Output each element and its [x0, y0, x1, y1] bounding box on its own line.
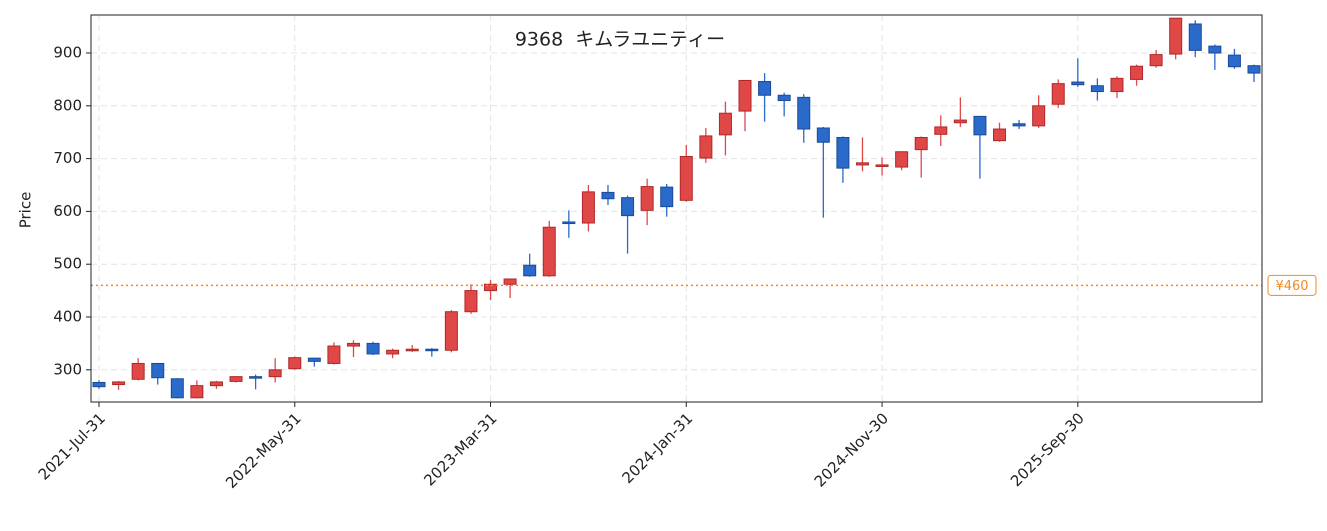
candle-body [1227, 54, 1241, 68]
candle-body [973, 115, 987, 136]
candle-body [131, 362, 145, 380]
chart-title: 9368 キムラユニティー [515, 29, 725, 51]
candle-body [797, 96, 811, 130]
candle-body [777, 94, 791, 102]
y-tick-label: 600 [53, 202, 82, 220]
candle-body [953, 119, 967, 124]
candle-body [1130, 65, 1144, 80]
y-tick-label: 500 [53, 255, 82, 273]
candle-body [307, 357, 321, 362]
candle-body [640, 186, 654, 211]
candle-body [660, 186, 674, 208]
candle-body [738, 79, 752, 112]
candle-body [836, 136, 850, 169]
y-axis-label: Price [17, 192, 35, 229]
candle-body [621, 197, 635, 217]
candle-body [1110, 77, 1124, 93]
candle-body [229, 376, 243, 382]
y-tick-label: 400 [53, 307, 82, 325]
candle-body [170, 378, 184, 399]
candle-body [346, 342, 360, 347]
candle-body [895, 151, 909, 168]
y-tick-label: 300 [53, 360, 82, 378]
candle-body [914, 136, 928, 151]
candle-body [816, 127, 830, 143]
candle-body [112, 381, 126, 386]
candle-body [601, 191, 615, 200]
candle-body [1090, 85, 1104, 93]
candle-body [679, 155, 693, 201]
candle-body [699, 135, 713, 159]
candle-body [268, 369, 282, 378]
candle-body [581, 191, 595, 224]
candle-body [92, 381, 106, 388]
candle-body [288, 357, 302, 370]
candle-body [190, 385, 204, 399]
candle-body [425, 348, 439, 352]
candle-body [249, 376, 263, 379]
candle-body [562, 221, 576, 225]
candle-body [386, 349, 400, 355]
candle-body [444, 311, 458, 351]
candle-body [464, 290, 478, 313]
reference-label: ¥460 [1275, 279, 1308, 294]
candle-body [1051, 83, 1065, 105]
x-tick-label: 2024-Nov-30 [811, 409, 892, 490]
candle-body [934, 126, 948, 135]
x-tick-label: 2022-May-31 [222, 409, 305, 492]
candle-body [484, 283, 498, 292]
plot-frame [90, 14, 1263, 403]
y-tick-label: 700 [53, 149, 82, 167]
candle-body [993, 128, 1007, 142]
x-tick-label: 2023-Mar-31 [420, 409, 500, 489]
candle-body [327, 345, 341, 364]
candle-body [1169, 17, 1183, 55]
candle-body [1032, 105, 1046, 127]
candle-body [758, 81, 772, 96]
candle-body [875, 164, 889, 167]
y-tick-label: 900 [53, 44, 82, 62]
candle-body [1188, 23, 1202, 51]
candle-body [718, 112, 732, 136]
x-tick-label: 2024-Jan-31 [618, 409, 696, 487]
candle-body [209, 381, 223, 387]
candle-body [503, 278, 517, 285]
candle-body [523, 264, 537, 277]
candle-body [1208, 45, 1222, 54]
candle-body [405, 348, 419, 352]
candle-body [855, 162, 869, 166]
reference-label-box [1267, 274, 1317, 296]
candle-body [366, 342, 380, 355]
candle-body [542, 226, 556, 277]
x-tick-label: 2025-Sep-30 [1007, 409, 1088, 490]
x-tick-label: 2021-Jul-31 [35, 409, 109, 483]
y-tick-label: 800 [53, 96, 82, 114]
candle-body [1149, 54, 1163, 67]
candle-body [151, 362, 165, 379]
candle-body [1071, 81, 1085, 86]
candle-body [1247, 65, 1261, 74]
candle-body [1012, 123, 1026, 127]
